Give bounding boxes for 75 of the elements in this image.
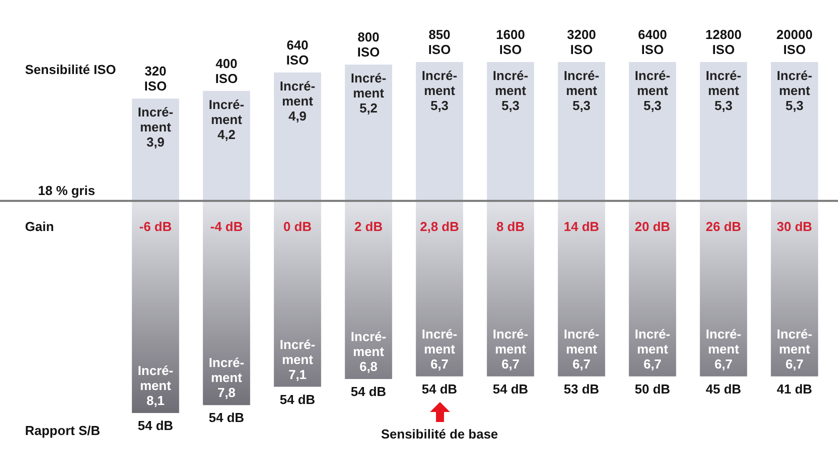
- text: Gain: [25, 218, 54, 234]
- data-label: Incré- ment 5,3: [706, 68, 742, 113]
- x-tick-label: 3200 ISO: [567, 27, 596, 57]
- data-label: Incré- ment 6,8: [350, 328, 386, 374]
- x-tick-label: 800 ISO: [357, 30, 380, 60]
- annotation: 54 dB: [492, 381, 528, 396]
- text: Sensibilité de base: [380, 426, 498, 442]
- annotation: 2 dB: [354, 218, 383, 234]
- data-label: Incré- ment 6,7: [634, 326, 670, 372]
- x-tick-label: 1600 ISO: [496, 27, 525, 57]
- bar: [274, 200, 322, 387]
- annotation: 8 dB: [496, 218, 525, 234]
- text: 54 dB: [138, 418, 174, 433]
- bar: [770, 62, 818, 201]
- bar: [344, 64, 392, 201]
- bar: [700, 62, 748, 201]
- data-label: Incré- ment 5,3: [634, 68, 670, 113]
- annotation: 50 dB: [634, 381, 670, 396]
- data-label: Incré- ment 4,9: [280, 78, 316, 124]
- x-tick-label: 320 ISO: [144, 64, 167, 94]
- x-tick-label: 6400 ISO: [638, 27, 667, 57]
- annotation: 41 dB: [776, 381, 812, 396]
- data-label: Incré- ment 5,3: [564, 68, 600, 113]
- bar: [558, 62, 606, 201]
- annotation: 53 dB: [564, 381, 600, 396]
- ref-line-label: 18 % gris: [38, 182, 96, 198]
- bar: [700, 200, 748, 376]
- bar: [628, 62, 676, 201]
- annotation: -4 dB: [210, 218, 243, 234]
- data-label: Incré- ment 6,7: [492, 326, 528, 372]
- data-label: Incré- ment 4,2: [208, 96, 244, 142]
- data-label: Incré- ment 7,8: [208, 355, 244, 400]
- annotation: -6 dB: [139, 218, 172, 234]
- x-tick-label: 20000 ISO: [776, 27, 813, 57]
- bar: [416, 62, 464, 201]
- x-tick-label: 640 ISO: [286, 37, 309, 68]
- data-label: Incré- ment 5,3: [422, 68, 458, 113]
- bar: [202, 90, 250, 201]
- data-label: Incré- ment 6,7: [422, 326, 458, 372]
- annotation: 54 dB: [350, 384, 386, 399]
- data-label: Incré- ment 8,1: [138, 363, 174, 408]
- annotation: 54 dB: [208, 410, 244, 426]
- annotation: 54 dB: [422, 381, 458, 396]
- annotation: 0 dB: [283, 218, 312, 234]
- data-label: Incré- ment 5,3: [776, 68, 812, 113]
- annotation: 14 dB: [564, 218, 600, 234]
- bar: [486, 62, 534, 201]
- bar: [770, 200, 818, 376]
- text: Sensibilité ISO: [25, 62, 116, 77]
- data-label: Incré- ment 7,1: [280, 336, 316, 382]
- bar: [416, 200, 464, 376]
- annotation: 20 dB: [634, 218, 670, 234]
- bar: [202, 200, 250, 406]
- annotation: 45 dB: [706, 381, 742, 396]
- x-tick-label: 12800 ISO: [705, 27, 742, 57]
- annotation: 26 dB: [706, 218, 742, 234]
- x-tick-label: 400 ISO: [215, 56, 238, 86]
- data-label: Incré- ment 6,7: [706, 326, 742, 372]
- annotation: 30 dB: [776, 218, 812, 234]
- data-label: Incré- ment 3,9: [138, 104, 174, 150]
- data-label: Incré- ment 5,3: [492, 68, 528, 113]
- bar: [274, 72, 322, 201]
- data-label: Incré- ment 5,2: [350, 70, 386, 116]
- bar: [486, 200, 534, 376]
- bar: [344, 200, 392, 379]
- bar: [628, 200, 676, 376]
- bar: [132, 200, 180, 413]
- data-label: Incré- ment 6,7: [776, 326, 812, 372]
- bar: [558, 200, 606, 376]
- bar: [132, 98, 180, 201]
- text: Rapport S/B: [25, 423, 100, 438]
- annotation: 54 dB: [280, 392, 316, 407]
- data-label: Incré- ment 6,7: [564, 326, 600, 372]
- annotation: 2,8 dB: [420, 218, 460, 234]
- x-tick-label: 850 ISO: [428, 27, 451, 57]
